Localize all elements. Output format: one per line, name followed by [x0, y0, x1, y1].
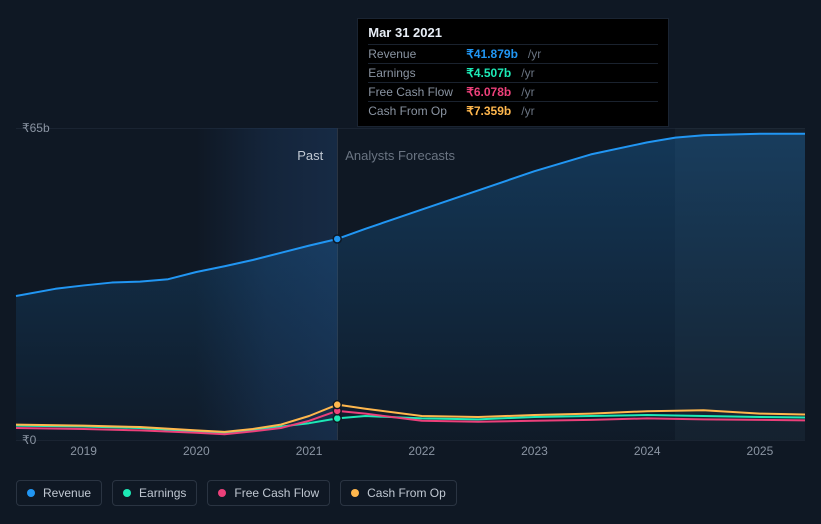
- tooltip-metric: Free Cash Flow: [368, 85, 458, 99]
- revenue-area: [16, 134, 805, 440]
- legend-item-fcf[interactable]: Free Cash Flow: [207, 480, 330, 506]
- chart-svg: [16, 128, 805, 440]
- legend-item-earnings[interactable]: Earnings: [112, 480, 197, 506]
- x-axis-label: 2025: [747, 444, 774, 458]
- x-axis-label: 2022: [408, 444, 435, 458]
- x-axis-label: 2023: [521, 444, 548, 458]
- legend-dot-icon: [123, 489, 131, 497]
- x-axis-label: 2024: [634, 444, 661, 458]
- legend-item-revenue[interactable]: Revenue: [16, 480, 102, 506]
- tooltip-row: Revenue ₹41.879b/yr: [368, 44, 658, 63]
- chart-legend: Revenue Earnings Free Cash Flow Cash From O…: [16, 480, 457, 506]
- tooltip-unit: /yr: [521, 66, 534, 80]
- tooltip-row: Cash From Op ₹7.359b/yr: [368, 101, 658, 120]
- tooltip-unit: /yr: [528, 47, 541, 61]
- legend-label: Earnings: [139, 486, 186, 500]
- legend-dot-icon: [351, 489, 359, 497]
- chart-tooltip: Mar 31 2021 Revenue ₹41.879b/yr Earnings ₹4…: [357, 18, 669, 127]
- tooltip-value: ₹6.078b: [466, 85, 511, 99]
- tooltip-row: Earnings ₹4.507b/yr: [368, 63, 658, 82]
- x-axis: 2019 2020 2021 2022 2023 2024 2025: [16, 444, 805, 462]
- cfo-marker: [333, 401, 341, 409]
- financials-chart: Past Analysts Forecasts ₹65b ₹0 20192020…: [16, 0, 805, 524]
- tooltip-row: Free Cash Flow ₹6.078b/yr: [368, 82, 658, 101]
- tooltip-value: ₹7.359b: [466, 104, 511, 118]
- tooltip-unit: /yr: [521, 104, 534, 118]
- legend-item-cfo[interactable]: Cash From Op: [340, 480, 457, 506]
- x-axis-label: 2019: [70, 444, 97, 458]
- tooltip-value: ₹41.879b: [466, 47, 518, 61]
- y-axis-label-max: ₹65b: [22, 121, 50, 135]
- legend-label: Revenue: [43, 486, 91, 500]
- gridline-baseline: [16, 440, 805, 441]
- x-axis-label: 2020: [183, 444, 210, 458]
- tooltip-metric: Revenue: [368, 47, 458, 61]
- legend-label: Free Cash Flow: [234, 486, 319, 500]
- x-axis-label: 2021: [296, 444, 323, 458]
- tooltip-value: ₹4.507b: [466, 66, 511, 80]
- tooltip-date: Mar 31 2021: [368, 25, 658, 44]
- tooltip-unit: /yr: [521, 85, 534, 99]
- legend-dot-icon: [27, 489, 35, 497]
- legend-label: Cash From Op: [367, 486, 446, 500]
- revenue-marker: [333, 235, 341, 243]
- legend-dot-icon: [218, 489, 226, 497]
- tooltip-metric: Cash From Op: [368, 104, 458, 118]
- tooltip-metric: Earnings: [368, 66, 458, 80]
